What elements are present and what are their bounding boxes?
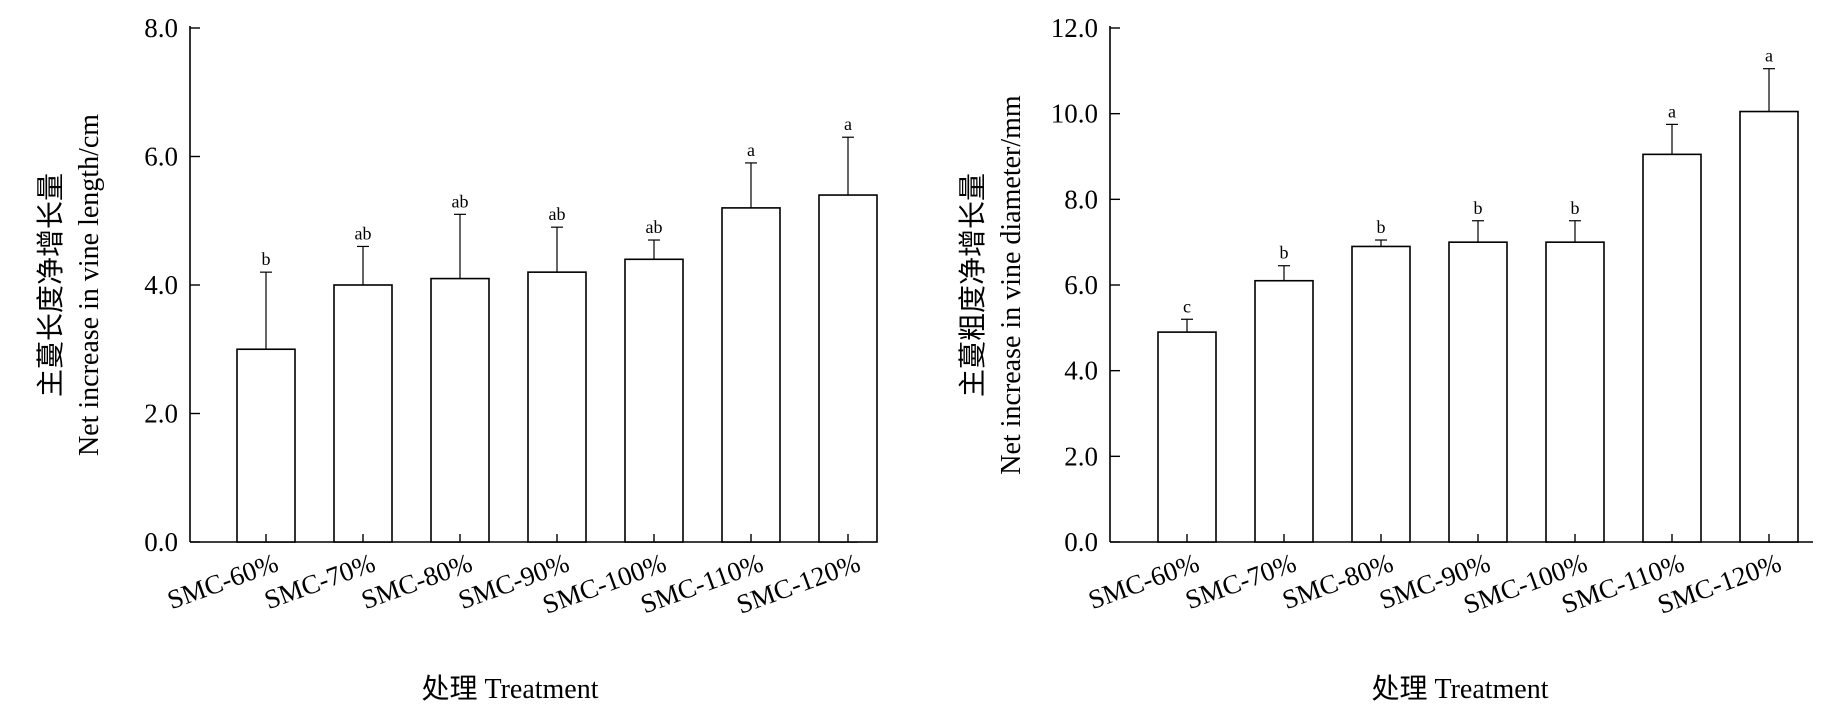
significance-label: b xyxy=(262,249,271,269)
significance-label: a xyxy=(844,114,852,134)
significance-label: ab xyxy=(355,223,372,243)
y-axis-title-cn: 主蔓长度净增长量 xyxy=(35,173,67,397)
significance-label: b xyxy=(1280,243,1289,263)
y-tick-label: 0.0 xyxy=(1064,527,1098,557)
y-axis-title-cn: 主蔓粗度净增长量 xyxy=(957,173,989,397)
y-tick-label: 4.0 xyxy=(144,270,178,300)
chart-vine-length: 0.0 2.0 4.0 6.0 8.0 b SMC-60% ab SMC-70% ab SMC-80… xyxy=(35,13,878,705)
significance-label: ab xyxy=(452,191,469,211)
x-tick-label: SMC-80% xyxy=(1278,547,1397,615)
significance-label: a xyxy=(1765,46,1773,66)
significance-label: a xyxy=(747,140,755,160)
y-tick-label: 10.0 xyxy=(1051,99,1098,129)
bar xyxy=(1254,279,1314,543)
y-axis-title-en: Net increase in vine length/cm xyxy=(74,114,105,456)
y-tick-label: 8.0 xyxy=(1064,184,1098,214)
y-tick-label: 0.0 xyxy=(144,527,178,557)
y-tick-label: 2.0 xyxy=(1064,441,1098,471)
chart-vine-diameter: 0.0 2.0 4.0 6.0 8.0 10.0 12.0 c SMC-60% b SMC-70% b… xyxy=(957,13,1813,705)
x-tick-label: SMC-60% xyxy=(1084,547,1203,615)
x-axis-title: 处理 Treatment xyxy=(1371,673,1548,705)
bar xyxy=(1351,245,1411,543)
bar xyxy=(818,194,878,543)
bar xyxy=(430,277,490,543)
y-tick-label: 12.0 xyxy=(1051,13,1098,43)
bar xyxy=(527,271,587,543)
y-tick-label: 6.0 xyxy=(144,142,178,172)
x-tick-label: SMC-70% xyxy=(260,547,379,615)
bar xyxy=(1157,331,1217,543)
significance-label: ab xyxy=(549,204,566,224)
bar xyxy=(721,207,781,543)
y-axis-title-en: Net increase in vine diameter/mm xyxy=(996,95,1027,475)
y-tick-label: 2.0 xyxy=(144,399,178,429)
y-tick-label: 8.0 xyxy=(144,13,178,43)
x-tick-label: SMC-70% xyxy=(1181,547,1300,615)
bar xyxy=(236,348,296,543)
significance-label: a xyxy=(1668,101,1676,121)
significance-label: ab xyxy=(646,217,663,237)
bar xyxy=(1739,110,1799,543)
significance-label: b xyxy=(1571,198,1580,218)
bar xyxy=(624,258,684,543)
significance-label: b xyxy=(1474,198,1483,218)
bar xyxy=(1545,241,1605,543)
x-axis-title: 处理 Treatment xyxy=(421,673,598,705)
y-tick-label: 4.0 xyxy=(1064,356,1098,386)
bar xyxy=(1642,153,1702,543)
y-tick-label: 6.0 xyxy=(1064,270,1098,300)
significance-label: c xyxy=(1183,296,1191,316)
significance-label: b xyxy=(1377,217,1386,237)
x-tick-label: SMC-60% xyxy=(163,547,282,615)
x-tick-label: SMC-80% xyxy=(357,547,476,615)
bar xyxy=(333,284,393,543)
bar xyxy=(1448,241,1508,543)
